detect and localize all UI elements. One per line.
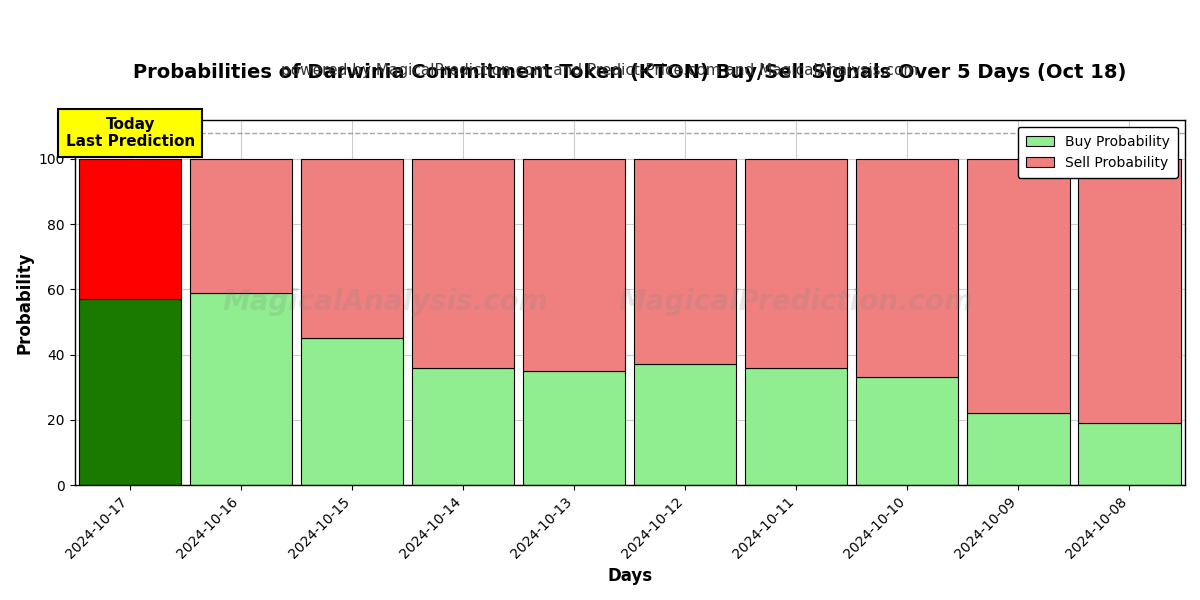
X-axis label: Days: Days [607,567,653,585]
Text: MagicalPrediction.com: MagicalPrediction.com [619,289,974,316]
Bar [412,159,515,368]
Bar [857,377,959,485]
Text: MagicalAnalysis.com: MagicalAnalysis.com [223,289,548,316]
Bar [79,299,181,485]
Bar [412,368,515,485]
Bar [190,293,293,485]
Text: powered by MagicalPrediction.com and Predict-Price.com and MagicalAnalysis.com: powered by MagicalPrediction.com and Pre… [281,63,919,78]
Bar [635,364,737,485]
Bar [79,159,181,299]
Bar [523,371,625,485]
Legend: Buy Probability, Sell Probability: Buy Probability, Sell Probability [1018,127,1178,178]
Bar [523,159,625,371]
Bar [301,159,403,338]
Bar [745,159,847,368]
Bar [1079,423,1181,485]
Bar [301,338,403,485]
Bar [967,413,1069,485]
Bar [190,159,293,293]
Bar [967,159,1069,413]
Bar [635,159,737,364]
Y-axis label: Probability: Probability [16,251,34,353]
Bar [745,368,847,485]
Bar [1079,159,1181,423]
Title: Probabilities of Darwinia Commitment Token (KTON) Buy/Sell Signals Over 5 Days (: Probabilities of Darwinia Commitment Tok… [133,63,1127,82]
Bar [857,159,959,377]
Text: Today
Last Prediction: Today Last Prediction [66,116,194,149]
